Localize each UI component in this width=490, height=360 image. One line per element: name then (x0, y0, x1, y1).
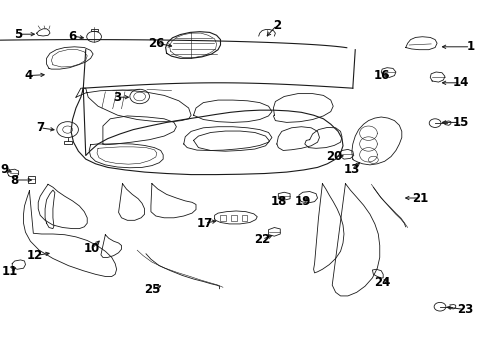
Text: 21: 21 (412, 192, 429, 204)
Text: 14: 14 (452, 76, 469, 89)
Text: 16: 16 (374, 69, 391, 82)
Text: 15: 15 (452, 116, 469, 129)
Text: 6: 6 (69, 30, 76, 42)
Text: 19: 19 (294, 195, 311, 208)
Text: 17: 17 (196, 217, 213, 230)
Text: 13: 13 (343, 163, 360, 176)
Text: 12: 12 (27, 249, 44, 262)
Text: 9: 9 (1, 163, 9, 176)
Text: 2: 2 (273, 19, 281, 32)
Text: 25: 25 (144, 283, 160, 296)
Text: 11: 11 (1, 265, 18, 278)
Text: 8: 8 (11, 174, 19, 186)
Text: 1: 1 (466, 40, 474, 53)
Text: 23: 23 (457, 303, 474, 316)
Text: 18: 18 (271, 195, 288, 208)
Text: 4: 4 (24, 69, 32, 82)
Text: 24: 24 (374, 276, 391, 289)
Text: 22: 22 (254, 233, 270, 246)
Text: 26: 26 (148, 37, 165, 50)
Text: 10: 10 (84, 242, 100, 255)
Text: 20: 20 (326, 150, 343, 163)
Text: 7: 7 (36, 121, 44, 134)
Text: 5: 5 (15, 28, 23, 41)
Text: 3: 3 (114, 91, 122, 104)
